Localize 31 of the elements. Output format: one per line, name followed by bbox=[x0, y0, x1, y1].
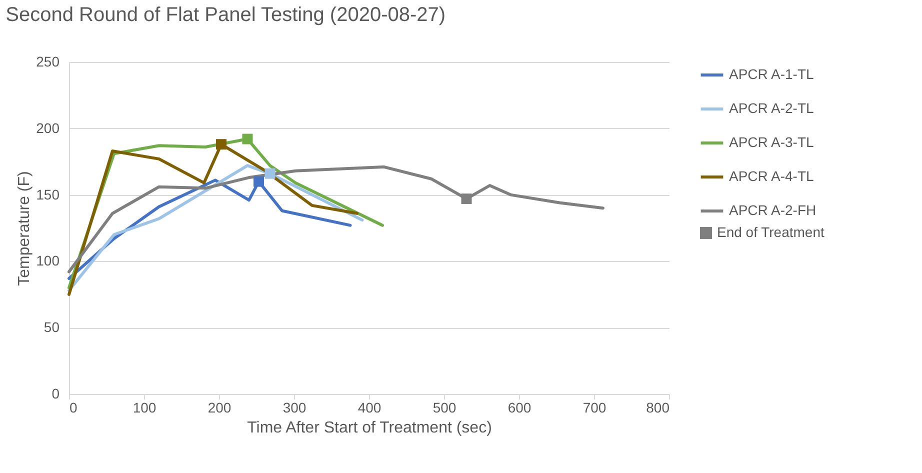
point bbox=[242, 134, 253, 144]
y-tick-label: 150 bbox=[36, 186, 60, 202]
line-series bbox=[68, 165, 604, 274]
point bbox=[461, 194, 472, 204]
y-tick-label: 250 bbox=[36, 54, 60, 70]
x-tick-label: 100 bbox=[132, 400, 156, 416]
x-axis-title: Time After Start of Treatment (sec) bbox=[247, 420, 492, 436]
y-tick-label: 200 bbox=[36, 120, 60, 136]
legend-label: APCR A-4-TL bbox=[729, 168, 814, 184]
legend-label: APCR A-2-FH bbox=[729, 202, 816, 218]
legend-label: End of Treatment bbox=[717, 224, 825, 240]
x-tick-label: 200 bbox=[208, 400, 232, 416]
y-tick-label: 0 bbox=[52, 386, 60, 402]
legend-label: APCR A-2-TL bbox=[729, 100, 814, 116]
y-tick-label: 100 bbox=[36, 252, 60, 269]
x-tick-label: 600 bbox=[508, 400, 532, 416]
point bbox=[216, 139, 226, 150]
x-tick-label: 500 bbox=[432, 400, 456, 416]
legend-label: APCR A-3-TL bbox=[729, 134, 814, 150]
x-tick-label: 700 bbox=[582, 400, 606, 416]
point bbox=[254, 176, 264, 187]
y-axis-title: Temperature (F) bbox=[16, 171, 34, 286]
line-series bbox=[68, 164, 364, 292]
legend-label: APCR A-1-TL bbox=[729, 66, 814, 82]
x-tick-label: 0 bbox=[70, 400, 78, 416]
point bbox=[264, 168, 276, 179]
y-tick-label: 50 bbox=[44, 319, 60, 336]
chart-title: Second Round of Flat Panel Testing (2020-08-27) bbox=[6, 4, 446, 26]
x-tick-label: 300 bbox=[282, 400, 306, 416]
x-tick-label: 800 bbox=[646, 400, 670, 416]
x-tick-label: 400 bbox=[358, 400, 382, 416]
